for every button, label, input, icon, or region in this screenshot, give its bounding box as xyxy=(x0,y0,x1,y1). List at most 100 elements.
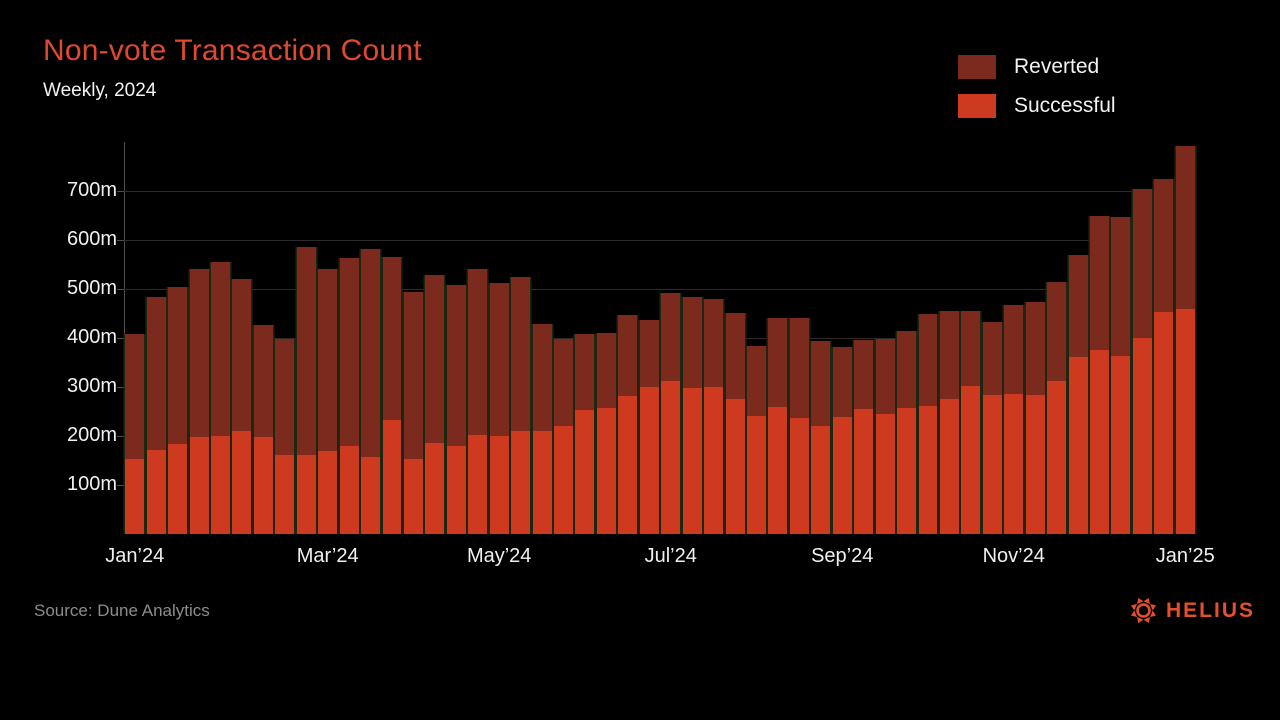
y-tick-label: 300m xyxy=(67,375,117,398)
bar-segment-successful xyxy=(940,399,959,534)
bar-segment-successful xyxy=(468,435,487,534)
bar-week-49 xyxy=(1154,179,1173,534)
bar-week-4 xyxy=(190,269,209,534)
bar-segment-successful xyxy=(318,451,337,534)
bar-segment-reverted xyxy=(404,292,423,459)
bar-segment-successful xyxy=(232,431,251,534)
y-tick-label: 500m xyxy=(67,277,117,300)
bar-segment-successful xyxy=(168,444,187,534)
bar-week-39 xyxy=(940,311,959,534)
bar-segment-reverted xyxy=(468,269,487,435)
bar-segment-successful xyxy=(404,459,423,534)
bar-week-13 xyxy=(383,257,402,534)
bar-week-3 xyxy=(168,287,187,534)
bar-week-19 xyxy=(511,277,530,534)
bar-week-42 xyxy=(1004,305,1023,534)
bar-segment-reverted xyxy=(1154,179,1173,311)
y-axis-tick xyxy=(117,289,124,290)
bar-segment-successful xyxy=(983,395,1002,534)
y-axis-tick xyxy=(117,436,124,437)
bar-week-25 xyxy=(640,320,659,534)
bar-week-27 xyxy=(683,297,702,534)
bar-week-32 xyxy=(790,318,809,534)
bar-segment-reverted xyxy=(833,347,852,417)
legend-label: Reverted xyxy=(1014,55,1099,79)
y-axis-tick xyxy=(117,240,124,241)
bar-segment-reverted xyxy=(876,339,895,414)
dashboard-canvas: Non-vote Transaction Count Weekly, 2024 … xyxy=(0,0,1280,720)
bar-segment-successful xyxy=(811,426,830,534)
bar-segment-reverted xyxy=(683,297,702,389)
bar-week-1 xyxy=(125,334,144,534)
bar-segment-successful xyxy=(1026,395,1045,534)
bar-segment-successful xyxy=(554,426,573,534)
legend-item-reverted: Reverted xyxy=(958,55,1116,79)
bar-segment-reverted xyxy=(190,269,209,437)
bar-segment-successful xyxy=(1176,309,1195,534)
bar-segment-successful xyxy=(640,387,659,534)
bar-segment-reverted xyxy=(961,311,980,386)
bar-week-44 xyxy=(1047,282,1066,534)
bar-week-10 xyxy=(318,269,337,534)
bar-week-38 xyxy=(919,314,938,534)
bar-segment-reverted xyxy=(575,334,594,409)
bar-week-24 xyxy=(618,315,637,535)
x-tick-label: Nov’24 xyxy=(983,545,1045,568)
bar-segment-successful xyxy=(1090,350,1109,534)
bar-segment-reverted xyxy=(297,247,316,455)
bar-week-48 xyxy=(1133,189,1152,534)
bar-week-45 xyxy=(1069,255,1088,534)
plot-area xyxy=(124,142,1196,534)
y-tick-label: 600m xyxy=(67,228,117,251)
bar-week-5 xyxy=(211,262,230,534)
bar-segment-reverted xyxy=(425,275,444,443)
successful-swatch xyxy=(958,94,996,118)
source-attribution: Source: Dune Analytics xyxy=(34,601,210,621)
bar-segment-reverted xyxy=(447,285,466,446)
bar-segment-reverted xyxy=(790,318,809,418)
bar-segment-reverted xyxy=(747,346,766,416)
x-tick-label: Jan’25 xyxy=(1156,545,1215,568)
bar-week-6 xyxy=(232,279,251,534)
bar-week-22 xyxy=(575,334,594,534)
bar-week-31 xyxy=(768,318,787,534)
bar-segment-successful xyxy=(575,410,594,534)
x-tick-label: Jan’24 xyxy=(105,545,164,568)
bar-segment-reverted xyxy=(1176,146,1195,309)
bar-segment-successful xyxy=(490,436,509,534)
bar-segment-reverted xyxy=(1069,255,1088,356)
bar-segment-reverted xyxy=(490,283,509,436)
chart-title: Non-vote Transaction Count xyxy=(43,34,422,68)
bar-segment-successful xyxy=(511,431,530,534)
bar-segment-reverted xyxy=(1090,216,1109,350)
bar-segment-successful xyxy=(683,388,702,534)
bar-segment-successful xyxy=(961,386,980,534)
bar-segment-reverted xyxy=(275,339,294,456)
bar-segment-reverted xyxy=(361,249,380,457)
chart-subtitle: Weekly, 2024 xyxy=(43,80,156,102)
bar-segment-successful xyxy=(1111,356,1130,534)
bar-segment-successful xyxy=(1004,394,1023,534)
bar-week-26 xyxy=(661,293,680,534)
bar-week-18 xyxy=(490,283,509,534)
bar-segment-reverted xyxy=(1133,189,1152,337)
bar-week-20 xyxy=(533,324,552,534)
bar-segment-successful xyxy=(726,399,745,534)
bar-segment-successful xyxy=(854,409,873,534)
x-axis-labels: Jan’24Mar’24May’24Jul’24Sep’24Nov’24Jan’… xyxy=(0,545,1280,571)
bar-segment-reverted xyxy=(1026,302,1045,395)
bar-segment-reverted xyxy=(854,340,873,409)
y-axis-labels: 100m200m300m400m500m600m700m xyxy=(0,142,117,534)
bar-week-23 xyxy=(597,333,616,534)
bar-week-37 xyxy=(897,331,916,534)
bar-segment-reverted xyxy=(533,324,552,431)
bar-segment-successful xyxy=(147,450,166,534)
y-axis-tick xyxy=(117,387,124,388)
bar-segment-successful xyxy=(790,418,809,534)
bar-segment-reverted xyxy=(768,318,787,407)
bar-segment-successful xyxy=(254,437,273,534)
bar-segment-reverted xyxy=(147,297,166,449)
y-tick-label: 200m xyxy=(67,424,117,447)
bar-segment-reverted xyxy=(919,314,938,407)
bar-week-11 xyxy=(340,258,359,534)
